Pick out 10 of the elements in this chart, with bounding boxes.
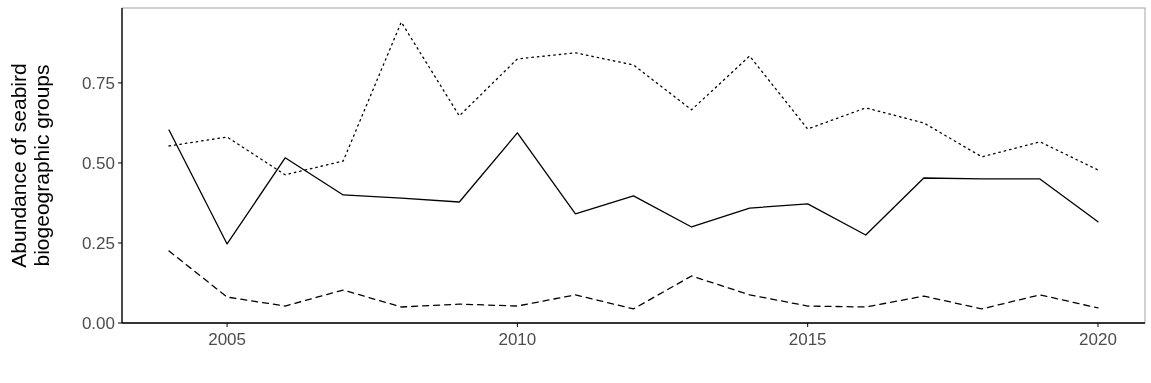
y-tick-label: 0.50 [81,153,115,173]
line-series [168,250,1099,310]
x-tick-label: 2005 [208,330,246,349]
y-tick-label: 0.25 [81,233,115,253]
x-tick-label: 2015 [788,330,827,349]
y-tick-label: 0.75 [81,73,115,93]
y-axis-title: Abundance of seabird biogeographic groups [6,63,53,268]
y-tick-label: 0.00 [81,313,115,333]
x-tick-label: 2010 [498,330,537,349]
x-tick-label: 2020 [1079,330,1117,349]
